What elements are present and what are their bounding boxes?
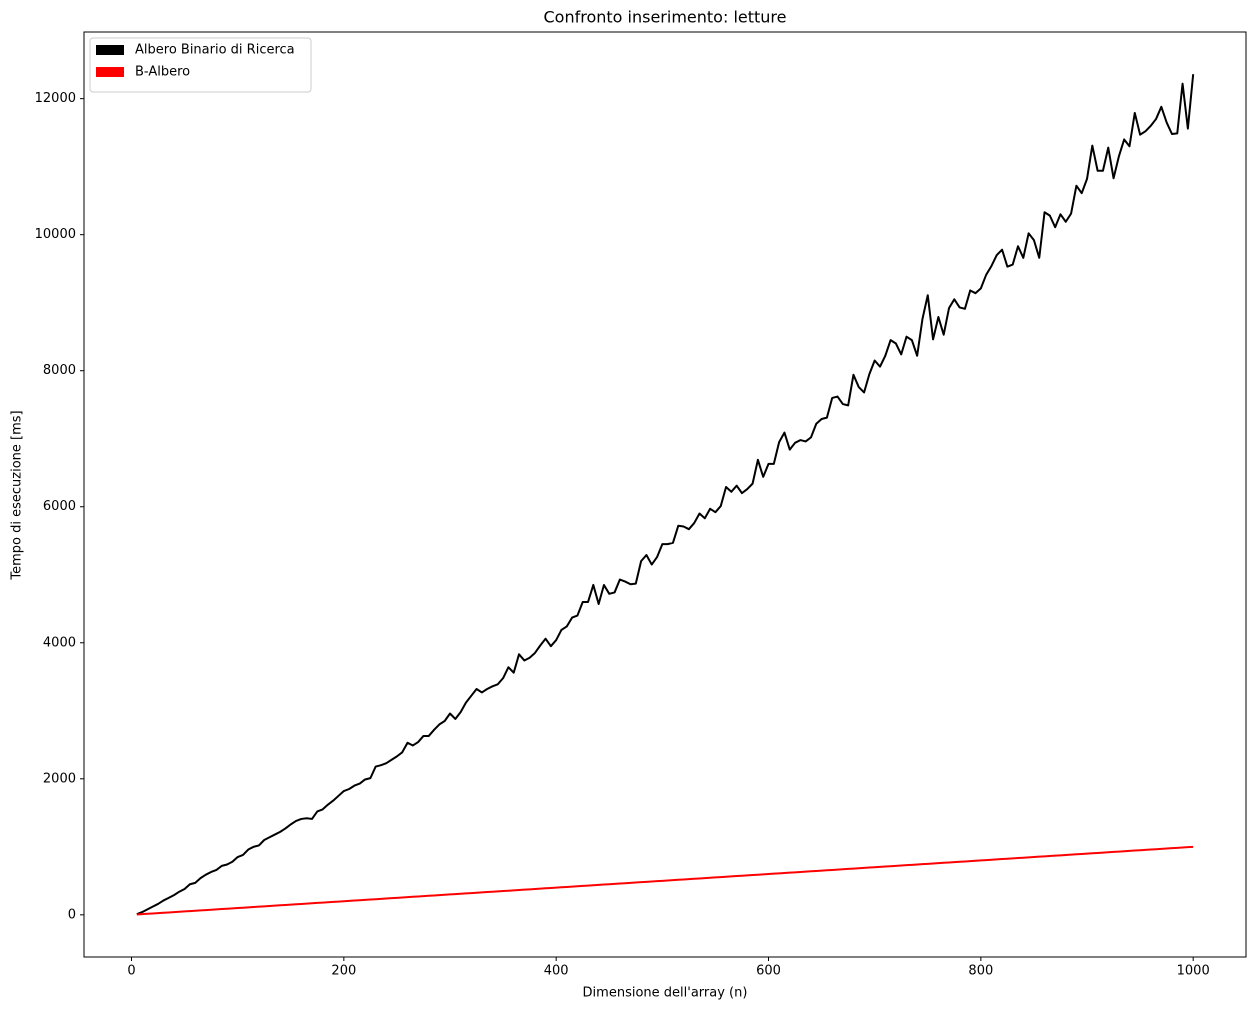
y-tick-label: 6000	[43, 499, 76, 514]
y-tick-label: 2000	[43, 771, 76, 786]
y-tick-label: 10000	[35, 227, 76, 242]
y-tick-label: 8000	[43, 363, 76, 378]
legend-swatch	[96, 45, 124, 55]
series-line	[136, 845, 1194, 916]
y-tick-label: 12000	[35, 91, 76, 106]
x-tick-label: 400	[544, 964, 569, 979]
x-tick-label: 800	[968, 964, 993, 979]
x-tick-label: 200	[331, 964, 356, 979]
legend-swatch	[96, 67, 124, 77]
legend-label: Albero Binario di Ricerca	[135, 43, 295, 58]
y-axis-label: Tempo di esecuzione [ms]	[10, 410, 25, 580]
legend-box	[89, 37, 312, 93]
legend-label: B-Albero	[135, 65, 190, 80]
plot-frame	[83, 31, 1247, 958]
chart-title: Confronto inserimento: letture	[544, 8, 787, 27]
y-tick-label: 4000	[43, 635, 76, 650]
x-tick-label: 0	[127, 964, 135, 979]
series-line	[136, 74, 1195, 916]
y-tick-label: 0	[68, 907, 76, 922]
x-tick-label: 600	[756, 964, 781, 979]
x-axis-label: Dimensione dell'array (n)	[583, 986, 748, 1001]
x-tick-label: 1000	[1177, 964, 1210, 979]
